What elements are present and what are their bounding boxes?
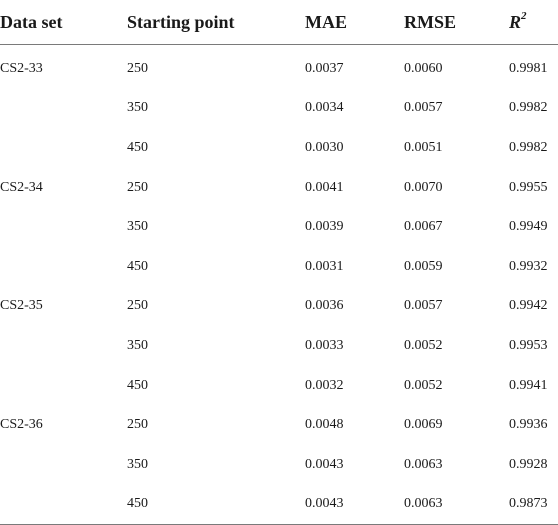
- cell-rmse: 0.0063: [404, 484, 509, 525]
- cell-r-squared: 0.9942: [509, 298, 548, 314]
- table-row: 350 0.0039 0.0067 0.9949: [0, 207, 558, 247]
- table-row: CS2-34 250 0.0041 0.0070 0.9955: [0, 168, 558, 208]
- cell-r-squared: 0.9932: [509, 258, 548, 274]
- cell-data-set: [0, 445, 127, 485]
- table-row: CS2-36 250 0.0048 0.0069 0.9936: [0, 405, 558, 445]
- header-r-squared: R2: [509, 0, 558, 45]
- cell-mae: 0.0037: [305, 60, 344, 76]
- cell-starting-point: 450: [127, 139, 148, 155]
- cell-rmse: 0.0070: [404, 179, 443, 195]
- cell-r-squared: 0.9955: [509, 179, 548, 195]
- cell-starting-point: 250: [127, 417, 148, 433]
- cell-mae: 0.0043: [305, 456, 344, 472]
- table-row: 450 0.0030 0.0051 0.9982: [0, 128, 558, 168]
- table-row: 350 0.0033 0.0052 0.9953: [0, 326, 558, 366]
- cell-data-set: [0, 89, 127, 129]
- table-row: 450 0.0031 0.0059 0.9932: [0, 247, 558, 287]
- cell-rmse: 0.0059: [404, 258, 443, 274]
- cell-data-set: [0, 207, 127, 247]
- cell-rmse: 0.0057: [404, 100, 443, 116]
- cell-starting-point: 250: [127, 179, 148, 195]
- header-r-squared-exponent: 2: [521, 9, 527, 22]
- cell-starting-point: 450: [127, 258, 148, 274]
- cell-rmse: 0.0069: [404, 417, 443, 433]
- cell-data-set: [0, 128, 127, 168]
- cell-starting-point: 250: [127, 298, 148, 314]
- header-r-squared-base: R: [509, 11, 522, 32]
- cell-data-set: CS2-34: [0, 179, 43, 195]
- cell-mae: 0.0031: [305, 258, 344, 274]
- table-body: CS2-33 250 0.0037 0.0060 0.9981 350 0.0034 0.00…: [0, 45, 558, 525]
- table-row: 350 0.0043 0.0063 0.9928: [0, 445, 558, 485]
- cell-mae: 0.0039: [305, 219, 344, 235]
- cell-mae: 0.0030: [305, 139, 344, 155]
- header-rmse: RMSE: [404, 0, 509, 45]
- cell-data-set: [0, 247, 127, 287]
- cell-mae: 0.0043: [305, 484, 404, 525]
- cell-data-set: [0, 366, 127, 406]
- cell-rmse: 0.0057: [404, 298, 443, 314]
- cell-starting-point: 350: [127, 456, 148, 472]
- cell-rmse: 0.0060: [404, 60, 443, 76]
- cell-rmse: 0.0052: [404, 377, 443, 393]
- cell-r-squared: 0.9949: [509, 219, 548, 235]
- header-mae: MAE: [305, 0, 404, 45]
- header-starting-point: Starting point: [127, 0, 305, 45]
- cell-starting-point: 450: [127, 377, 148, 393]
- cell-r-squared: 0.9953: [509, 337, 548, 353]
- cell-r-squared: 0.9928: [509, 456, 548, 472]
- cell-r-squared: 0.9981: [509, 60, 548, 76]
- cell-data-set: [0, 484, 127, 525]
- cell-rmse: 0.0067: [404, 219, 443, 235]
- cell-data-set: CS2-35: [0, 298, 43, 314]
- cell-r-squared: 0.9941: [509, 377, 548, 393]
- cell-r-squared: 0.9982: [509, 139, 548, 155]
- cell-r-squared: 0.9873: [509, 484, 558, 525]
- table-row: CS2-35 250 0.0036 0.0057 0.9942: [0, 287, 558, 327]
- cell-mae: 0.0033: [305, 337, 344, 353]
- table-header: Data set Starting point MAE RMSE R2: [0, 0, 558, 45]
- cell-starting-point: 350: [127, 219, 148, 235]
- cell-rmse: 0.0052: [404, 337, 443, 353]
- cell-r-squared: 0.9982: [509, 100, 548, 116]
- cell-data-set: [0, 326, 127, 366]
- header-data-set: Data set: [0, 0, 127, 45]
- cell-r-squared: 0.9936: [509, 417, 548, 433]
- cell-mae: 0.0032: [305, 377, 344, 393]
- table-row: 350 0.0034 0.0057 0.9982: [0, 89, 558, 129]
- cell-starting-point: 450: [127, 484, 305, 525]
- table-row: CS2-33 250 0.0037 0.0060 0.9981: [0, 45, 558, 89]
- cell-starting-point: 350: [127, 100, 148, 116]
- cell-mae: 0.0036: [305, 298, 344, 314]
- cell-data-set: CS2-36: [0, 417, 43, 433]
- cell-mae: 0.0041: [305, 179, 344, 195]
- cell-mae: 0.0034: [305, 100, 344, 116]
- table-row: 450 0.0032 0.0052 0.9941: [0, 366, 558, 406]
- cell-mae: 0.0048: [305, 417, 344, 433]
- header-row: Data set Starting point MAE RMSE R2: [0, 0, 558, 45]
- cell-starting-point: 250: [127, 60, 148, 76]
- cell-data-set: CS2-33: [0, 60, 43, 76]
- cell-rmse: 0.0051: [404, 139, 443, 155]
- cell-starting-point: 350: [127, 337, 148, 353]
- cell-rmse: 0.0063: [404, 456, 443, 472]
- table-row: 450 0.0043 0.0063 0.9873: [0, 484, 558, 525]
